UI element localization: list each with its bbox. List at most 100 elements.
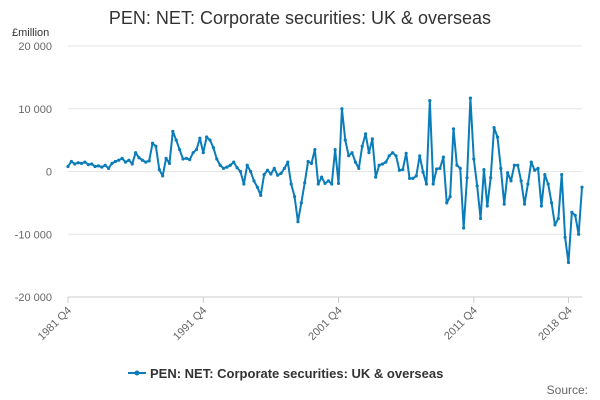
- data-point[interactable]: [499, 166, 503, 170]
- data-point[interactable]: [434, 167, 439, 171]
- data-point[interactable]: [167, 161, 172, 165]
- data-point[interactable]: [391, 151, 395, 155]
- data-point[interactable]: [374, 175, 378, 179]
- data-point[interactable]: [272, 166, 276, 170]
- data-point[interactable]: [363, 132, 368, 136]
- data-point[interactable]: [347, 154, 351, 158]
- data-point[interactable]: [516, 163, 520, 167]
- data-point[interactable]: [289, 182, 293, 186]
- data-point[interactable]: [66, 164, 70, 169]
- data-point[interactable]: [526, 182, 530, 186]
- data-point[interactable]: [181, 157, 185, 161]
- data-point[interactable]: [340, 107, 344, 111]
- data-point[interactable]: [370, 137, 374, 141]
- data-point[interactable]: [563, 235, 567, 239]
- data-point[interactable]: [556, 216, 560, 221]
- data-point[interactable]: [249, 169, 253, 174]
- data-point[interactable]: [320, 175, 324, 179]
- data-point[interactable]: [225, 165, 229, 169]
- data-point[interactable]: [384, 160, 388, 164]
- data-point[interactable]: [367, 151, 371, 155]
- data-point[interactable]: [157, 168, 161, 172]
- data-point[interactable]: [100, 165, 104, 169]
- data-point[interactable]: [255, 185, 259, 189]
- data-point[interactable]: [553, 223, 557, 227]
- data-point[interactable]: [201, 151, 205, 155]
- data-point[interactable]: [198, 136, 202, 140]
- data-point[interactable]: [150, 141, 155, 145]
- data-point[interactable]: [536, 166, 540, 170]
- data-point[interactable]: [144, 160, 148, 164]
- data-point[interactable]: [245, 163, 249, 167]
- data-point[interactable]: [495, 135, 500, 139]
- data-point[interactable]: [117, 158, 121, 162]
- data-point[interactable]: [468, 96, 473, 100]
- data-point[interactable]: [238, 169, 243, 174]
- data-point[interactable]: [106, 166, 111, 170]
- data-point[interactable]: [127, 158, 131, 162]
- data-point[interactable]: [174, 138, 178, 142]
- data-point[interactable]: [350, 151, 354, 155]
- data-point[interactable]: [465, 176, 469, 180]
- data-point[interactable]: [137, 156, 141, 160]
- data-point[interactable]: [418, 154, 422, 158]
- data-point[interactable]: [123, 160, 128, 164]
- data-point[interactable]: [397, 168, 401, 172]
- data-point[interactable]: [451, 127, 456, 131]
- data-point[interactable]: [299, 201, 303, 205]
- data-point[interactable]: [431, 182, 435, 186]
- data-point[interactable]: [533, 168, 537, 172]
- data-point[interactable]: [323, 181, 327, 186]
- data-point[interactable]: [69, 159, 73, 164]
- data-point[interactable]: [566, 260, 571, 265]
- data-point[interactable]: [353, 160, 358, 164]
- data-point[interactable]: [252, 179, 256, 183]
- data-point[interactable]: [573, 213, 577, 218]
- data-point[interactable]: [577, 232, 581, 236]
- data-point[interactable]: [445, 201, 449, 205]
- data-point[interactable]: [475, 184, 479, 188]
- data-point[interactable]: [221, 166, 226, 170]
- data-point[interactable]: [309, 161, 314, 165]
- data-point[interactable]: [441, 155, 445, 159]
- data-point[interactable]: [313, 147, 317, 152]
- data-point[interactable]: [191, 151, 195, 155]
- data-point[interactable]: [512, 163, 516, 167]
- data-point[interactable]: [438, 166, 442, 170]
- data-point[interactable]: [188, 157, 192, 162]
- data-point[interactable]: [208, 138, 212, 142]
- data-point[interactable]: [90, 162, 94, 166]
- data-point[interactable]: [560, 173, 564, 177]
- data-point[interactable]: [333, 147, 337, 152]
- data-point[interactable]: [411, 176, 415, 180]
- data-point[interactable]: [205, 135, 209, 139]
- data-point[interactable]: [79, 161, 84, 165]
- data-point[interactable]: [428, 98, 432, 103]
- data-point[interactable]: [194, 147, 199, 152]
- data-point[interactable]: [546, 182, 550, 186]
- data-point[interactable]: [235, 166, 239, 170]
- data-point[interactable]: [549, 201, 554, 205]
- data-point[interactable]: [306, 159, 310, 164]
- data-point[interactable]: [211, 146, 216, 150]
- data-point[interactable]: [103, 163, 107, 167]
- data-point[interactable]: [522, 202, 527, 206]
- data-point[interactable]: [276, 173, 280, 177]
- data-point[interactable]: [93, 164, 97, 169]
- data-point[interactable]: [543, 173, 547, 177]
- data-point[interactable]: [570, 210, 574, 214]
- data-point[interactable]: [83, 160, 87, 164]
- data-point[interactable]: [509, 179, 513, 183]
- data-point[interactable]: [171, 129, 175, 133]
- data-point[interactable]: [380, 162, 385, 166]
- data-point[interactable]: [218, 163, 222, 167]
- data-point[interactable]: [286, 160, 290, 164]
- data-point[interactable]: [336, 181, 341, 186]
- data-point[interactable]: [269, 172, 273, 176]
- data-point[interactable]: [130, 162, 134, 166]
- data-point[interactable]: [404, 151, 408, 155]
- data-point[interactable]: [164, 156, 168, 160]
- data-point[interactable]: [482, 168, 486, 172]
- data-point[interactable]: [215, 157, 219, 161]
- data-point[interactable]: [110, 161, 114, 165]
